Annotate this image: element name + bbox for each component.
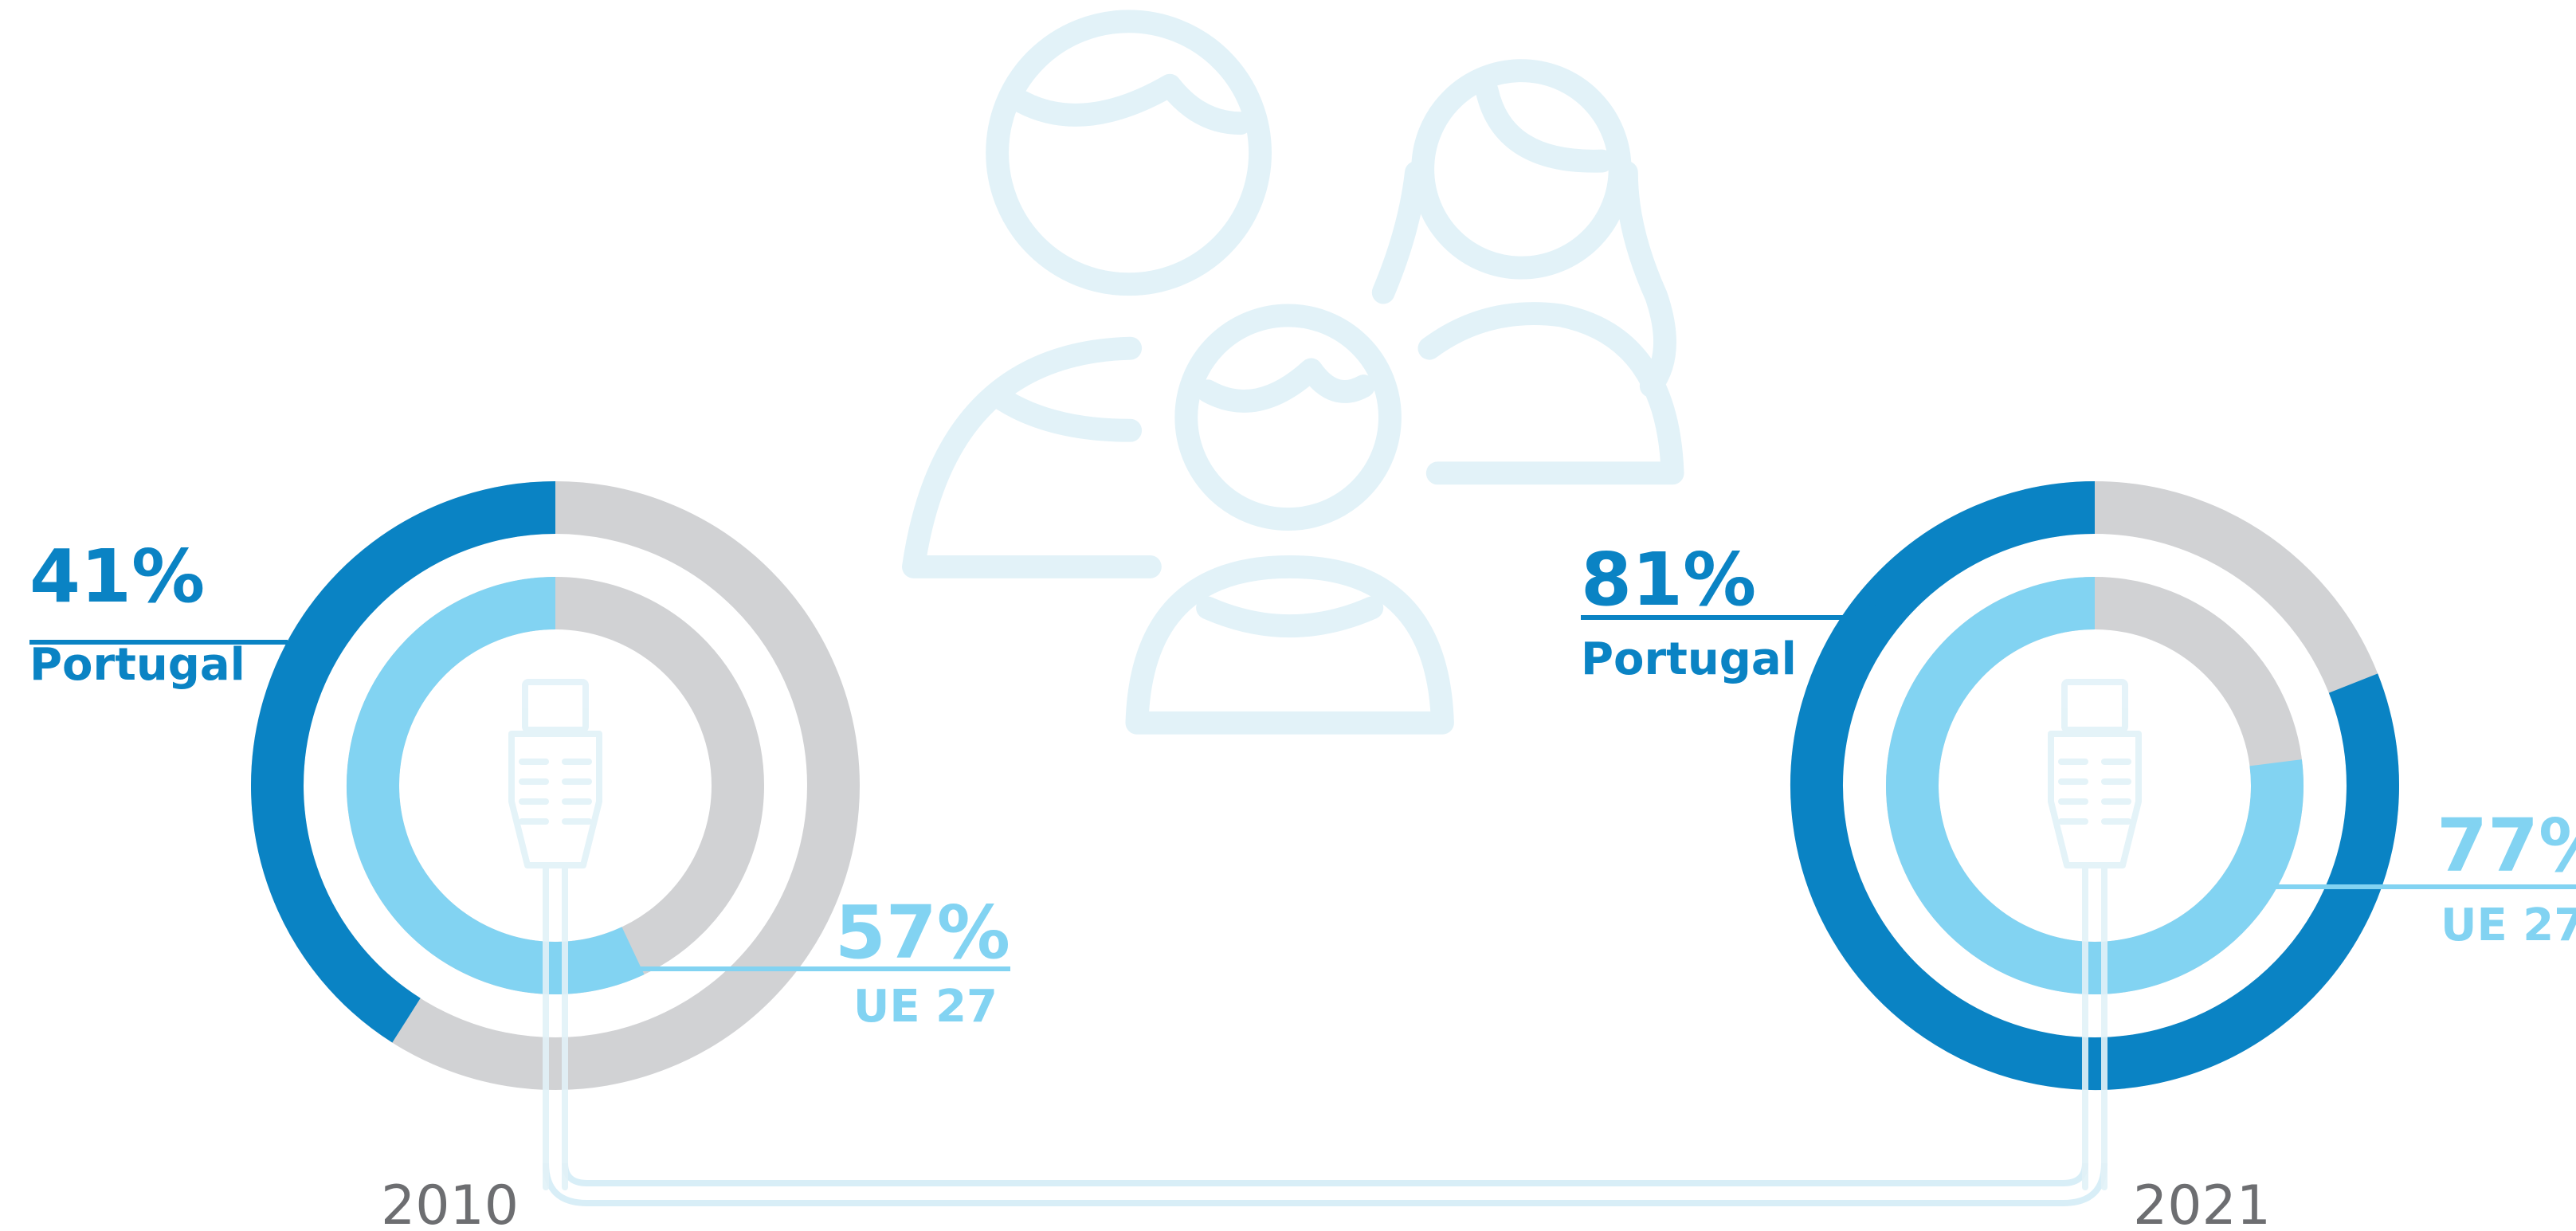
series-name: Portugal bbox=[1581, 633, 1797, 685]
plug-head bbox=[522, 679, 589, 733]
label-dot bbox=[577, 956, 602, 982]
value-label: 57% bbox=[835, 890, 1010, 975]
donut-arc bbox=[1790, 481, 2399, 1090]
year-label: 2021 bbox=[2133, 1174, 2271, 1231]
value-label: 41% bbox=[29, 534, 205, 619]
label-dot bbox=[2235, 874, 2260, 900]
cable bbox=[562, 1162, 2088, 1186]
donut-arc bbox=[347, 577, 645, 994]
family-icon bbox=[902, 10, 1684, 735]
series-name: UE 27 bbox=[2441, 900, 2576, 951]
plug-body bbox=[508, 731, 602, 868]
plug-head bbox=[2061, 679, 2128, 733]
plug-body bbox=[2048, 731, 2142, 868]
year-label: 2010 bbox=[381, 1174, 519, 1231]
label-dot bbox=[1860, 605, 1885, 630]
plug-icon bbox=[2048, 679, 2142, 1190]
cable bbox=[543, 1162, 2107, 1206]
donut-arc bbox=[251, 481, 556, 1043]
series-name: UE 27 bbox=[853, 981, 998, 1033]
series-name: Portugal bbox=[29, 639, 245, 691]
connectors: 41% Portugal 57% UE 27 2010 81% Portugal 77% UE … bbox=[29, 534, 2576, 1231]
plug-icon bbox=[508, 679, 602, 1190]
value-label: 77% bbox=[2437, 803, 2576, 888]
donuts bbox=[251, 481, 2399, 1090]
value-label: 81% bbox=[1581, 537, 1756, 622]
